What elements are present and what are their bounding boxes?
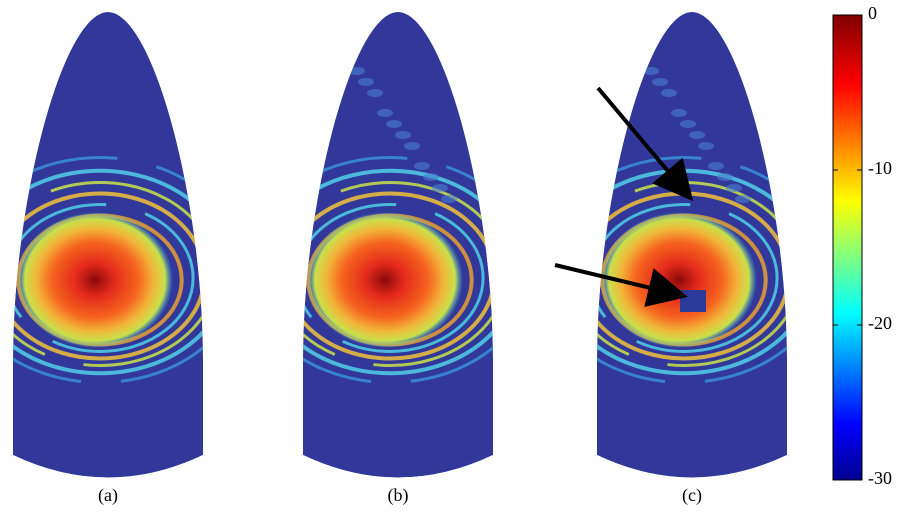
speckle (441, 195, 457, 203)
panel-label: (c) (682, 485, 702, 506)
tick-label: -10 (868, 158, 892, 178)
speckle (358, 78, 374, 86)
ring (303, 168, 493, 376)
tick-label: 0 (868, 3, 877, 23)
speckle (643, 67, 659, 75)
colorbar-ticks: 0 -10 -20 -30 (833, 3, 892, 488)
ring (13, 191, 203, 361)
speckle (377, 109, 393, 117)
speckle (395, 131, 411, 139)
speckle (404, 142, 420, 150)
arrow (596, 86, 694, 202)
speckle (423, 173, 439, 181)
panel-label: (a) (98, 485, 118, 506)
speckle (349, 67, 365, 75)
speckle (367, 89, 383, 97)
cone (13, 12, 203, 478)
speckle (625, 45, 641, 53)
ring (13, 203, 195, 353)
tick-label: -20 (868, 313, 892, 333)
ring (303, 181, 493, 367)
cone (303, 12, 493, 478)
speckle (680, 120, 696, 128)
speckle (689, 131, 705, 139)
speckle (432, 184, 448, 192)
speckle (708, 162, 724, 170)
hot-spot (307, 212, 463, 348)
ring (597, 156, 787, 384)
cone (597, 12, 787, 478)
speckle (726, 184, 742, 192)
speckle (624, 36, 640, 44)
speckle (330, 36, 346, 44)
ring (303, 191, 493, 361)
speckle (340, 56, 356, 64)
speckle (735, 195, 751, 203)
speckle (652, 78, 668, 86)
ring (13, 168, 203, 376)
ring (597, 203, 779, 353)
arrow (554, 263, 688, 307)
panel-label: (b) (388, 485, 409, 506)
speckle (698, 142, 714, 150)
tick-label: -30 (868, 468, 892, 488)
ring (13, 181, 203, 367)
hot-spot (17, 212, 173, 348)
speckle (717, 173, 733, 181)
speckle (414, 162, 430, 170)
defect (680, 290, 706, 312)
speckle (661, 89, 677, 97)
speckle (634, 56, 650, 64)
ring (303, 156, 493, 384)
speckle (671, 109, 687, 117)
speckle (331, 45, 347, 53)
colorbar (832, 14, 863, 481)
panels (13, 12, 787, 478)
ring (303, 203, 485, 353)
speckle (386, 120, 402, 128)
ring (13, 156, 203, 384)
